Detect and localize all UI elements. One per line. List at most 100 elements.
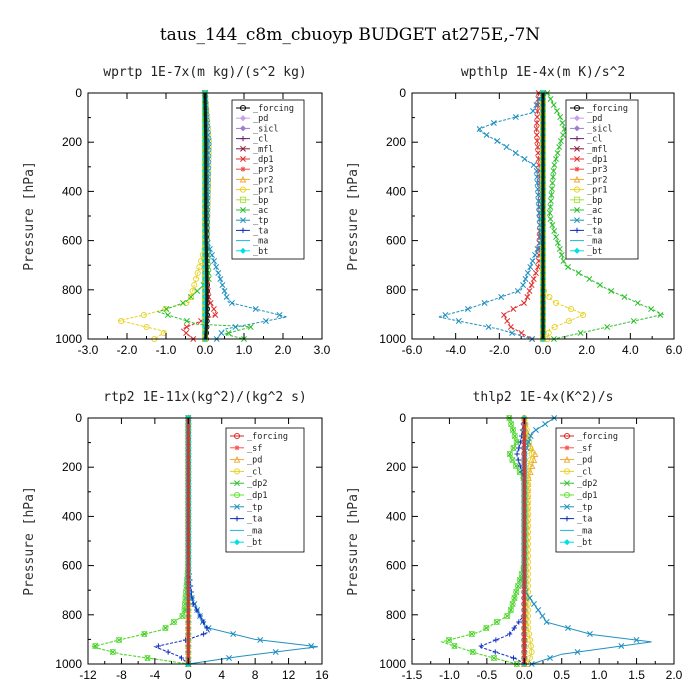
legend: _forcing_pd_sicl_cl_mfl_dp1_pr3_pr2_pr1_… [565,99,639,260]
legend-entry-sicl: _sicl [236,124,279,134]
legend-label: _ta [247,515,262,525]
data-point [633,637,640,643]
legend-entry-pd: _pd [230,456,262,466]
legend-label: _cl [587,135,602,145]
data-point [547,216,554,222]
legend-label: _cl [577,467,592,477]
legend-entry-dp2: _dp2 [230,479,267,489]
legend-entry-forcing: _forcing [570,104,628,114]
data-point [515,582,522,590]
data-point [550,102,557,108]
legend-label: _ta [577,515,592,525]
y-tick-label: 0 [399,86,406,100]
legend-label: _dp1 [587,155,607,165]
data-point [514,288,521,294]
data-point [527,444,534,452]
data-point [481,300,488,306]
data-point [558,252,565,258]
series-tp [438,90,546,342]
data-point [506,450,513,458]
legend-entry-ac: _ac [236,206,268,216]
data-point [621,294,628,300]
legend-entry-ma: _ma [230,526,262,536]
legend-label: _dp2 [577,479,597,489]
data-point [522,276,529,282]
data-point [534,174,541,180]
legend-marker [573,196,581,203]
data-point [509,456,516,464]
data-point [546,293,553,301]
x-tick-label: -4.0 [445,343,466,357]
legend-marker [234,503,240,510]
legend-marker [240,207,246,213]
data-point [547,198,554,204]
data-point [634,300,641,306]
legend-entry-mfl: _mfl [236,145,273,155]
data-point [550,174,556,180]
y-tick-label: 200 [62,460,82,474]
data-point [211,258,218,264]
y-tick-label: 0 [75,411,82,425]
y-tick-label: 800 [62,283,82,297]
data-point [514,451,520,457]
data-point [221,288,228,294]
data-point [527,433,534,439]
legend-marker [574,145,580,152]
legend-entry-bt: _bt [560,538,592,548]
x-tick-label: -8 [116,668,127,682]
legend-marker [233,539,241,546]
legend-marker [239,186,247,193]
x-tick-label: 1.0 [236,343,253,357]
data-point [535,150,542,156]
data-point [276,312,283,318]
data-point [511,432,518,440]
legend-label: _ma [587,237,602,247]
legend-label: _dp1 [253,155,273,165]
x-tick-label: 4 [218,668,225,682]
data-point [586,631,593,637]
data-point [226,655,233,661]
legend-entry-bt: _bt [236,247,268,257]
x-tick-label: -1.0 [439,668,460,682]
legend-marker [234,516,240,522]
data-point [565,625,571,631]
y-tick-label: 1000 [379,657,406,671]
series-dp1 [180,90,219,342]
data-point [618,643,625,649]
data-point [533,102,540,108]
data-point [551,323,558,331]
legend-entry-pd: _pd [570,114,602,124]
data-point [520,282,527,288]
plot-frame [411,417,675,665]
legend-marker [564,516,570,522]
y-tick-label: 600 [62,559,82,573]
data-point [192,275,200,283]
data-point [476,126,483,132]
legend-marker [563,455,571,463]
data-point [162,305,169,313]
data-point [604,324,611,330]
data-point [143,323,150,331]
data-point [551,162,558,168]
x-tick-label: -2.0 [489,343,510,357]
legend-label: _pr2 [253,175,273,185]
legend-label: _ac [253,206,268,216]
data-point [178,655,185,661]
data-point [534,186,541,192]
legend-label: _tp [247,503,262,513]
data-point [534,180,541,186]
x-tick-label: 0 [185,668,192,682]
y-tick-label: 600 [386,234,406,248]
data-point [548,186,555,192]
legend-marker [233,455,241,463]
series-line [440,417,525,665]
legend-label: _bt [247,538,262,548]
data-point [194,288,201,294]
legend-marker [239,115,247,122]
legend: _forcing_pd_sicl_cl_mfl_dp1_pr3_pr2_pr1_… [231,99,305,260]
chart-panel-2: wpthlp 1E-4x(m K)/s^2 Pressure [hPa] -6.0 -… [346,65,683,357]
legend-entry-pr3: _pr3 [236,165,273,175]
legend-marker [573,247,581,254]
data-point [504,612,511,620]
y-tick-label: 400 [62,184,82,198]
